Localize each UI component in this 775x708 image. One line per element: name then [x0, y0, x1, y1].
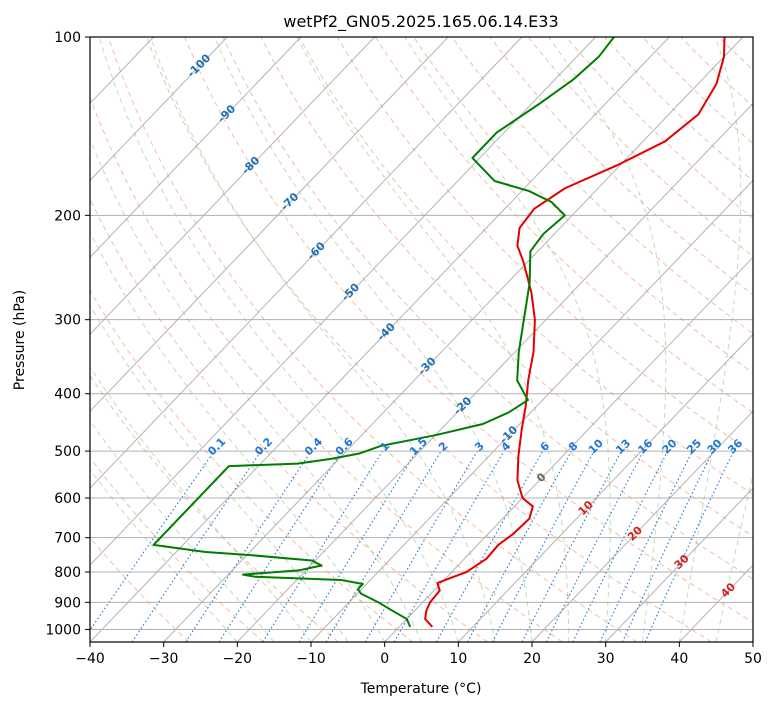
- moist-adiabat-line: [404, 37, 611, 642]
- moist-adiabat-line: [98, 37, 459, 642]
- y-tick-label: 600: [54, 491, 81, 507]
- mixing-ratio-line: [262, 450, 384, 642]
- isotherm-line: [163, 37, 744, 642]
- isotherm-line: [384, 256, 753, 642]
- isotherm-line: [310, 179, 753, 642]
- isotherm-line: [90, 37, 670, 642]
- axis-layer: −40 −30 −20 −10 0 10 20 30 40 50 100 200 300 400 500 60…: [45, 30, 762, 667]
- mixing-ratio-line: [644, 450, 735, 642]
- plot-background: [90, 37, 753, 642]
- dry-adiabat-line: [90, 95, 563, 642]
- dry-adiabat-line: [90, 536, 190, 642]
- y-tick-label: 100: [54, 30, 81, 46]
- x-tick-label: 50: [744, 651, 762, 667]
- x-tick-label: −20: [223, 651, 253, 667]
- moist-adiabat-line: [150, 37, 496, 642]
- mixing-ratio-line: [393, 450, 505, 642]
- dry-adiabat-line: [184, 37, 753, 623]
- mixing-ratio-line: [325, 450, 442, 642]
- moist-adiabat-line: [90, 137, 422, 642]
- isotherm-line: [90, 37, 523, 489]
- chart-title: wetPf2_GN05.2025.165.06.14.E33: [283, 12, 558, 32]
- x-tick-label: 0: [380, 651, 389, 667]
- mixing-ratio-line: [491, 450, 595, 642]
- isotherm-line: [90, 37, 449, 412]
- mixing-ratio-line: [364, 450, 478, 642]
- isotherm-line: [0, 37, 6, 642]
- y-tick-label: 200: [54, 208, 81, 224]
- mixing-ratio-line: [218, 450, 343, 642]
- mixing-ratio-line: [467, 450, 572, 642]
- x-tick-label: −10: [296, 651, 326, 667]
- dry-adiabat-line: [107, 37, 638, 642]
- y-tick-label: 700: [54, 531, 81, 547]
- isotherm-line: [90, 37, 596, 566]
- y-tick-label: 900: [54, 595, 81, 611]
- moist-adiabat-line: [296, 37, 570, 642]
- x-axis-title: Temperature (°C): [360, 681, 482, 697]
- moist-adiabats: [90, 37, 753, 642]
- moist-adiabat-line: [678, 37, 742, 642]
- x-tick-label: −40: [75, 651, 105, 667]
- mixing-ratio-line: [298, 450, 417, 642]
- isotherm-line: [752, 641, 753, 642]
- x-tick-label: 10: [449, 651, 467, 667]
- isotherms: [0, 37, 753, 642]
- dry-adiabats: [90, 37, 775, 642]
- mixing-ratio-line: [572, 450, 669, 642]
- dry-adiabat-line: [90, 197, 488, 642]
- isotherm-line: [531, 410, 753, 642]
- pressure-gridlines: [90, 37, 753, 630]
- isotherm-line: [90, 37, 375, 335]
- y-tick-label: 400: [54, 387, 81, 403]
- dry-adiabat-line: [90, 456, 264, 642]
- isotherm-line: [90, 37, 228, 182]
- mixing-ratio-line: [435, 450, 544, 642]
- dry-adiabat-line: [146, 37, 712, 642]
- isotherm-line: [236, 102, 753, 642]
- grid-layer: [0, 37, 775, 642]
- moist-adiabat-line: [90, 468, 238, 642]
- dry-adiabat-line: [757, 37, 775, 642]
- y-tick-label: 1000: [45, 622, 81, 638]
- isotherm-line: [90, 37, 302, 259]
- moist-adiabat-line: [214, 37, 533, 642]
- y-tick-label: 800: [54, 565, 81, 581]
- dry-adiabat-line: [298, 37, 753, 495]
- dry-adiabat-line: [90, 289, 414, 642]
- moist-adiabat-line: [90, 231, 386, 642]
- x-tick-label: 30: [597, 651, 615, 667]
- series-layer: [152, 37, 726, 628]
- y-axis-title: Pressure (hPa): [12, 290, 28, 390]
- moist-adiabat-line: [90, 419, 275, 642]
- temperature-profile-line: [424, 37, 726, 628]
- plot-frame: [89, 36, 754, 643]
- mixing-ratio-line: [621, 450, 714, 642]
- x-tick-label: 20: [523, 651, 541, 667]
- x-tick-label: −30: [149, 651, 179, 667]
- isotherm-line: [605, 487, 753, 642]
- isotherm-line: [457, 333, 753, 642]
- moist-adiabat-line: [548, 37, 667, 642]
- y-tick-label: 500: [54, 444, 81, 460]
- dry-adiabat-line: [260, 37, 753, 537]
- dewpoint-profile-line: [152, 37, 615, 628]
- moist-adiabat-line: [90, 304, 349, 642]
- mixing-ratio-line: [599, 450, 693, 642]
- y-tick-label: 300: [54, 313, 81, 329]
- mixing-ratio-lines: [90, 450, 735, 642]
- x-tick-label: 40: [670, 651, 688, 667]
